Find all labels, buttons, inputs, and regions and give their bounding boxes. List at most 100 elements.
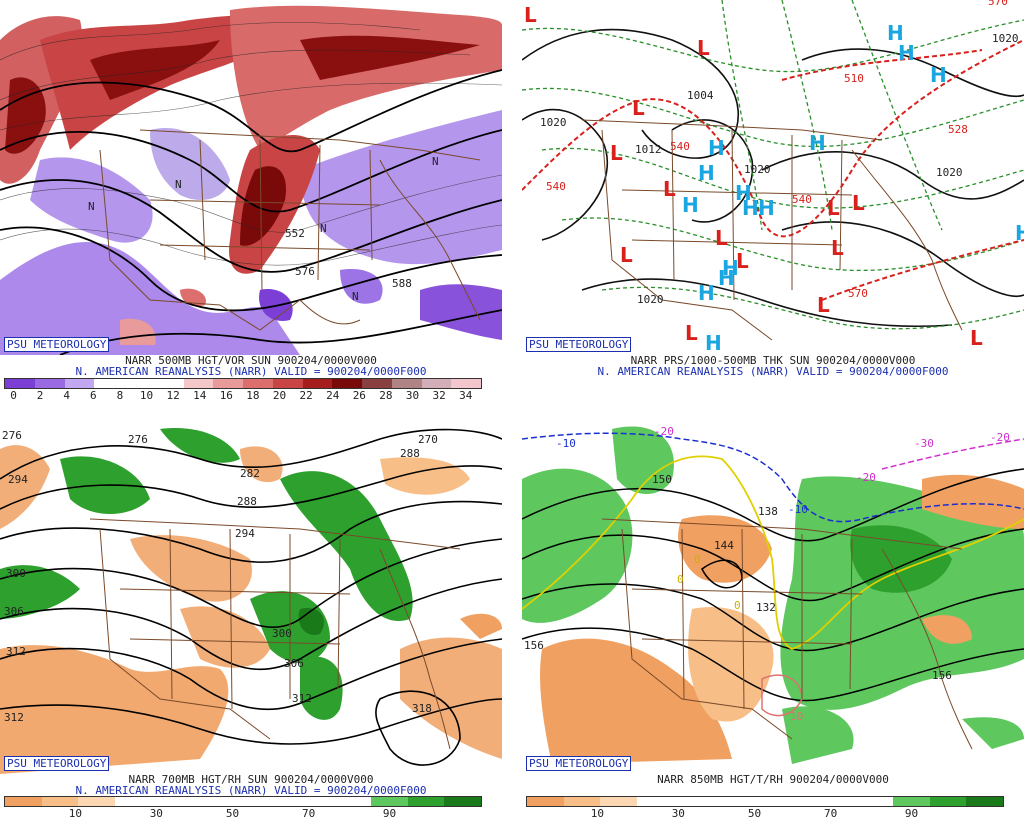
high-pressure-marker: H [758, 196, 775, 220]
colorbar-segment [224, 797, 262, 806]
colorbar-segment [41, 797, 79, 806]
low-pressure-marker: L [524, 3, 537, 27]
colorbar-segment [5, 379, 35, 388]
contour-label: -10 [556, 437, 576, 450]
colorbar-segment [153, 379, 184, 388]
contour-label: 570 [848, 287, 868, 300]
panel-title: NARR PRS/1000-500MB THK SUN 900204/0000V… [630, 354, 916, 367]
map-pressure-thickness: 1020 1012 1004 1020 1020 1020 540 540 540 570 570 5… [522, 0, 1024, 355]
contour-label: -20 [856, 471, 876, 484]
colorbar-tick-label: 70 [824, 807, 838, 819]
colorbar-segment [966, 797, 1003, 806]
colorbar-segment [563, 797, 601, 806]
contour-label: 528 [948, 123, 968, 136]
colorbar-segment [856, 797, 894, 806]
colorbar-segment [444, 797, 481, 806]
contour-label: 540 [546, 180, 566, 193]
colorbar-tick-label: 14 [193, 389, 207, 400]
colorbar-segment [188, 797, 225, 806]
map-700mb-rh: 276 2702882822882942943003063003063123183… [0, 419, 502, 774]
contour-label: 1020 [540, 116, 567, 129]
low-pressure-marker: L [831, 236, 844, 260]
high-pressure-marker: H [698, 281, 715, 305]
colorbar-tick-label: 10 [68, 807, 83, 819]
low-pressure-marker: L [852, 191, 865, 215]
colorbar-tick-label: 90 [904, 807, 919, 819]
map-500mb-vorticity: 576 588 552 N N N N N [0, 0, 502, 355]
contour-label: 1020 [637, 293, 664, 306]
contour-label: 276 [128, 433, 148, 446]
colorbar-segment [451, 379, 481, 388]
colorbar-tick-label: 26 [352, 389, 366, 400]
colorbar-segment [600, 797, 637, 806]
contour-label: 276 [2, 429, 22, 442]
map-850mb-temp-rh: -10-20-10-30 -20-201441381321501561560010… [522, 419, 1024, 774]
contour-label: -20 [654, 425, 674, 438]
contour-label: 510 [844, 72, 864, 85]
panel-subtitle: N. AMERICAN REANALYSIS (NARR) VALID = 90… [75, 365, 427, 378]
panel-subtitle: N. AMERICAN REANALYSIS (NARR) VALID = 90… [597, 365, 949, 378]
colorbar-segment [5, 797, 42, 806]
high-pressure-marker: H [735, 181, 752, 205]
high-pressure-marker: H [698, 161, 715, 185]
contour-label: 312 [4, 711, 24, 724]
contour-label: 312 [6, 645, 26, 658]
high-pressure-marker: H [742, 196, 759, 220]
brand-label: PSU METEOROLOGY [526, 756, 632, 771]
colorbar-rh [4, 796, 482, 807]
colorbar-segment [334, 797, 372, 806]
contour-label: 144 [714, 539, 734, 552]
colorbar-segment [78, 797, 115, 806]
colorbar-tick-label: 4 [63, 389, 71, 400]
contour-label: 282 [240, 467, 260, 480]
colorbar-tick-label: 10 [590, 807, 605, 819]
brand-label: PSU METEOROLOGY [526, 337, 632, 352]
high-pressure-marker: H [898, 41, 915, 65]
contour-labels: -10-20-10-30 -20-201441381321501561560010… [524, 425, 1010, 723]
colorbar-tick-label: 34 [459, 389, 473, 400]
high-pressure-marker: H [708, 136, 725, 160]
contour-label: 288 [400, 447, 420, 460]
contour-labels: 276 2702882822882942943003063003063123183… [2, 429, 438, 724]
colorbar-tick-label: 8 [116, 389, 124, 400]
low-pressure-marker: L [817, 293, 830, 317]
colorbar-tick-label: 24 [326, 389, 340, 400]
vorticity-min-marker: N [352, 290, 359, 303]
low-pressure-marker: L [632, 96, 645, 120]
colorbar-tick-label: 0 [10, 389, 17, 400]
colorbar-segment [243, 379, 273, 388]
colorbar-segment [362, 379, 392, 388]
contour-label: 156 [932, 669, 952, 682]
high-pressure-marker: H [705, 331, 722, 355]
contour-label: 294 [8, 473, 28, 486]
colorbar-segment [261, 797, 298, 806]
contour-label: 294 [235, 527, 255, 540]
contour-label: 132 [756, 601, 776, 614]
colorbar-tick-label: 90 [382, 807, 397, 819]
low-pressure-marker: L [697, 36, 710, 60]
contour-label: 576 [295, 265, 315, 278]
colorbar-segment [929, 797, 967, 806]
colorbar-segment [272, 379, 303, 388]
colorbar-segment [783, 797, 820, 806]
low-pressure-marker: L [610, 141, 623, 165]
colorbar-ticks: 0 2 4 6 8 10 12 14 16 18 20 22 24 26 28 30 32 34 [4, 389, 480, 400]
low-pressure-marker: L [736, 249, 749, 273]
contour-label: 570 [988, 0, 1008, 8]
colorbar-tick-label: 50 [225, 807, 240, 819]
contour-label: 540 [670, 140, 690, 153]
colorbar-rh [526, 796, 1004, 807]
colorbar-segment [94, 379, 124, 388]
colorbar-tick-label: 6 [90, 389, 97, 400]
colorbar-tick-label: 30 [405, 389, 420, 400]
contour-label: 288 [237, 495, 257, 508]
colorbar-tick-label: 30 [149, 807, 163, 819]
panel-title: NARR 850MB HGT/T/RH 900204/0000V000 [657, 773, 889, 786]
contour-label: 0 [677, 573, 684, 586]
colorbar-tick-label: 30 [671, 807, 685, 819]
contour-label: 588 [392, 277, 412, 290]
colorbar-segment [407, 797, 445, 806]
contour-label: 0 [734, 599, 741, 612]
low-pressure-marker: L [685, 321, 698, 345]
colorbar-segment [527, 797, 564, 806]
